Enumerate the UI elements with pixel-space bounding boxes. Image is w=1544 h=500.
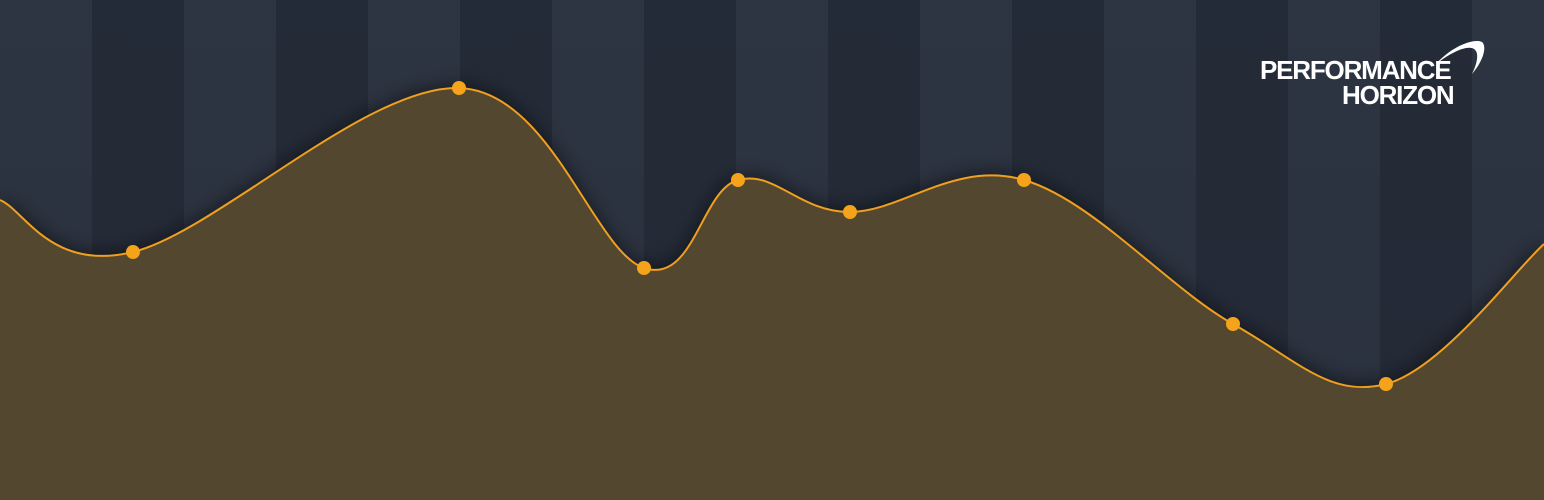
logo-text-line-1: PERFORMANCE: [1260, 55, 1452, 85]
area-fill: [0, 87, 1544, 500]
performance-horizon-logo: PERFORMANCE HORIZON: [1258, 38, 1494, 110]
data-point-3: [637, 261, 651, 275]
swoosh-arc-icon: [1436, 40, 1485, 74]
data-point-8: [1379, 377, 1393, 391]
data-point-6: [1017, 173, 1031, 187]
data-point-2: [452, 81, 466, 95]
logo-text-line-2: HORIZON: [1342, 80, 1455, 110]
data-point-1: [126, 245, 140, 259]
data-point-5: [843, 205, 857, 219]
data-point-7: [1226, 317, 1240, 331]
series-line: [0, 86, 1544, 389]
data-point-4: [731, 173, 745, 187]
